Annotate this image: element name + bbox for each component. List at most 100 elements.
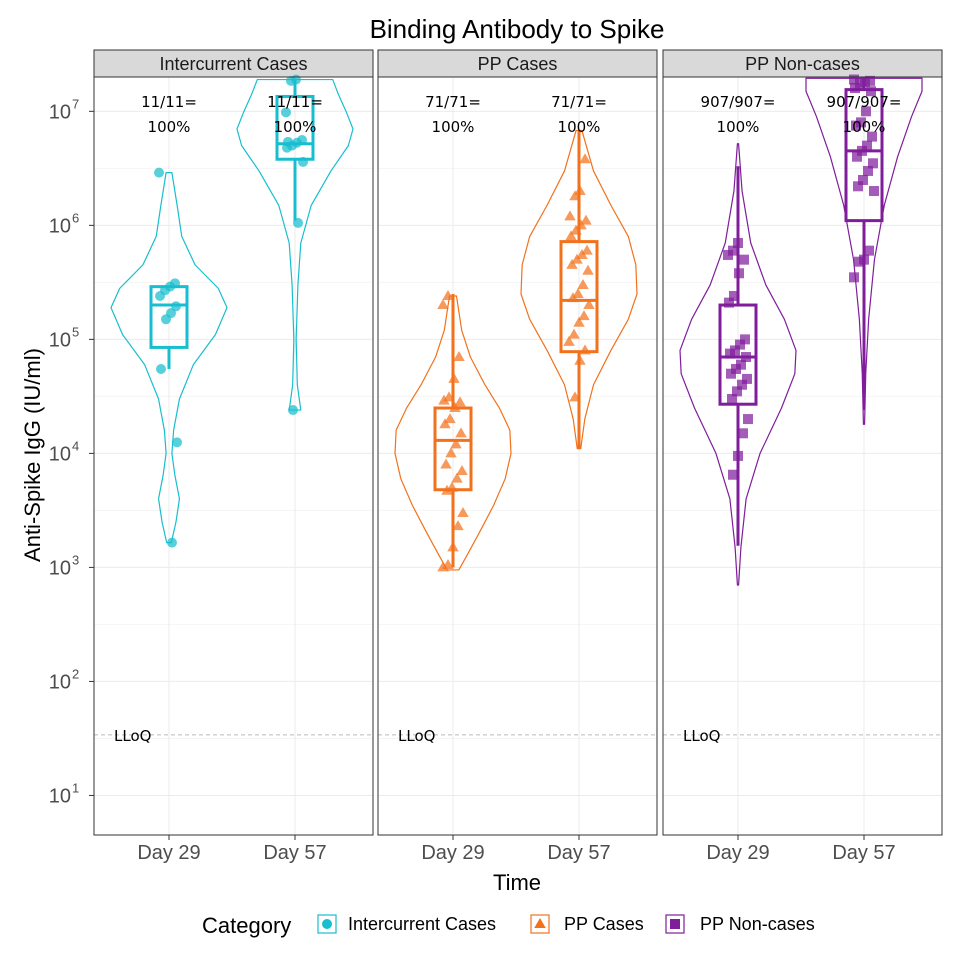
data-point bbox=[739, 254, 749, 265]
x-tick-label: Day 29 bbox=[421, 842, 484, 864]
data-point bbox=[568, 328, 580, 339]
violin bbox=[520, 129, 638, 450]
data-point bbox=[437, 561, 449, 572]
data-point bbox=[727, 393, 737, 404]
lloq-label: LLoQ bbox=[398, 727, 435, 745]
y-tick-exponent: 5 bbox=[72, 324, 79, 339]
data-point bbox=[864, 245, 874, 256]
data-point bbox=[849, 272, 859, 283]
panels: Intercurrent Cases LLoQ 11/11= 100% 11/11= 10… bbox=[93, 49, 943, 836]
y-tick-exponent: 7 bbox=[72, 96, 79, 111]
data-point bbox=[286, 75, 296, 86]
data-point bbox=[569, 190, 581, 201]
data-point bbox=[448, 372, 460, 383]
lloq-label: LLoQ bbox=[114, 727, 151, 745]
panel-background bbox=[94, 77, 373, 835]
data-point bbox=[724, 297, 734, 308]
data-point bbox=[154, 167, 164, 178]
y-axis-title: Anti-Spike IgG (IU/ml) bbox=[20, 348, 45, 562]
group-day-29: 71/71= 100% bbox=[394, 93, 512, 572]
panel-2: PP Cases LLoQ 71/71= 100% 71/71= 100% bbox=[377, 49, 658, 836]
data-point bbox=[574, 185, 586, 196]
data-point bbox=[851, 120, 861, 131]
panel-strip-label: PP Non-cases bbox=[745, 54, 860, 74]
panel-1: Intercurrent Cases LLoQ 11/11= 100% 11/11= 10… bbox=[93, 49, 374, 836]
data-point bbox=[853, 181, 863, 192]
violin bbox=[110, 172, 228, 544]
x-axis-title: Time bbox=[493, 870, 541, 895]
legend-key-symbol bbox=[534, 918, 546, 928]
box bbox=[559, 240, 599, 354]
data-point bbox=[440, 458, 452, 469]
data-point bbox=[442, 290, 454, 301]
response-rate-count: 71/71= bbox=[551, 93, 607, 111]
group-day-29: 907/907= 100% bbox=[679, 93, 797, 586]
lloq-label: LLoQ bbox=[683, 727, 720, 745]
data-point bbox=[579, 344, 591, 355]
panel-strip bbox=[93, 49, 374, 78]
data-point bbox=[579, 153, 591, 164]
data-point bbox=[577, 278, 589, 289]
data-point bbox=[453, 351, 465, 362]
data-point bbox=[726, 368, 736, 379]
data-point bbox=[283, 136, 293, 147]
data-point bbox=[850, 83, 860, 94]
data-point bbox=[862, 140, 872, 151]
data-point bbox=[574, 354, 586, 365]
violin bbox=[805, 77, 923, 425]
data-point bbox=[733, 450, 743, 461]
data-point bbox=[738, 428, 748, 439]
y-tick-exponent: 1 bbox=[72, 780, 79, 795]
data-point bbox=[439, 418, 451, 429]
response-rate-percent: 100% bbox=[432, 118, 475, 136]
data-point bbox=[454, 396, 466, 407]
data-point bbox=[457, 507, 469, 518]
box bbox=[718, 303, 758, 406]
legend-key-symbol bbox=[670, 919, 680, 929]
panel-strip-label: PP Cases bbox=[478, 54, 558, 74]
data-point bbox=[441, 484, 453, 495]
data-point bbox=[444, 413, 456, 424]
data-point bbox=[743, 414, 753, 425]
data-point bbox=[161, 314, 171, 325]
data-point bbox=[564, 210, 576, 221]
x-tick-label: Day 29 bbox=[706, 842, 769, 864]
y-tick-exponent: 4 bbox=[72, 438, 79, 453]
data-point bbox=[582, 264, 594, 275]
y-tick-label: 10 bbox=[49, 557, 71, 579]
data-point bbox=[281, 107, 291, 118]
data-point bbox=[852, 151, 862, 162]
panel-background bbox=[663, 77, 942, 835]
legend: Category Intercurrent Cases PP Cases PP Non… bbox=[202, 913, 815, 938]
data-point bbox=[566, 258, 578, 269]
panel-strip bbox=[662, 49, 943, 78]
data-point bbox=[578, 310, 590, 321]
data-point bbox=[575, 219, 587, 230]
data-point bbox=[858, 174, 868, 185]
legend-label: PP Cases bbox=[564, 914, 644, 934]
data-point bbox=[729, 291, 739, 302]
legend-label: PP Non-cases bbox=[700, 914, 815, 934]
x-tick-label: Day 29 bbox=[137, 842, 200, 864]
data-point bbox=[570, 224, 582, 235]
group-day-57: 907/907= 100% bbox=[805, 74, 923, 425]
box bbox=[844, 88, 884, 223]
data-point bbox=[155, 291, 165, 302]
data-point bbox=[867, 131, 877, 142]
legend-title: Category bbox=[202, 913, 291, 938]
data-point bbox=[449, 402, 461, 413]
response-rate-percent: 100% bbox=[717, 118, 760, 136]
data-point bbox=[563, 335, 575, 346]
data-point bbox=[866, 86, 876, 97]
response-rate-count: 907/907= bbox=[701, 93, 776, 111]
chart-title: Binding Antibody to Spike bbox=[370, 14, 665, 44]
group-day-57: 71/71= 100% bbox=[520, 93, 638, 450]
response-rate-count: 11/11= bbox=[267, 93, 323, 111]
data-point bbox=[573, 316, 585, 327]
panel-background bbox=[378, 77, 657, 835]
data-point bbox=[735, 339, 745, 350]
data-point bbox=[437, 299, 449, 310]
panel-3: PP Non-cases LLoQ 907/907= 100% 907/907= 100% bbox=[662, 49, 943, 836]
data-point bbox=[298, 156, 308, 167]
response-rate-count: 11/11= bbox=[141, 93, 197, 111]
